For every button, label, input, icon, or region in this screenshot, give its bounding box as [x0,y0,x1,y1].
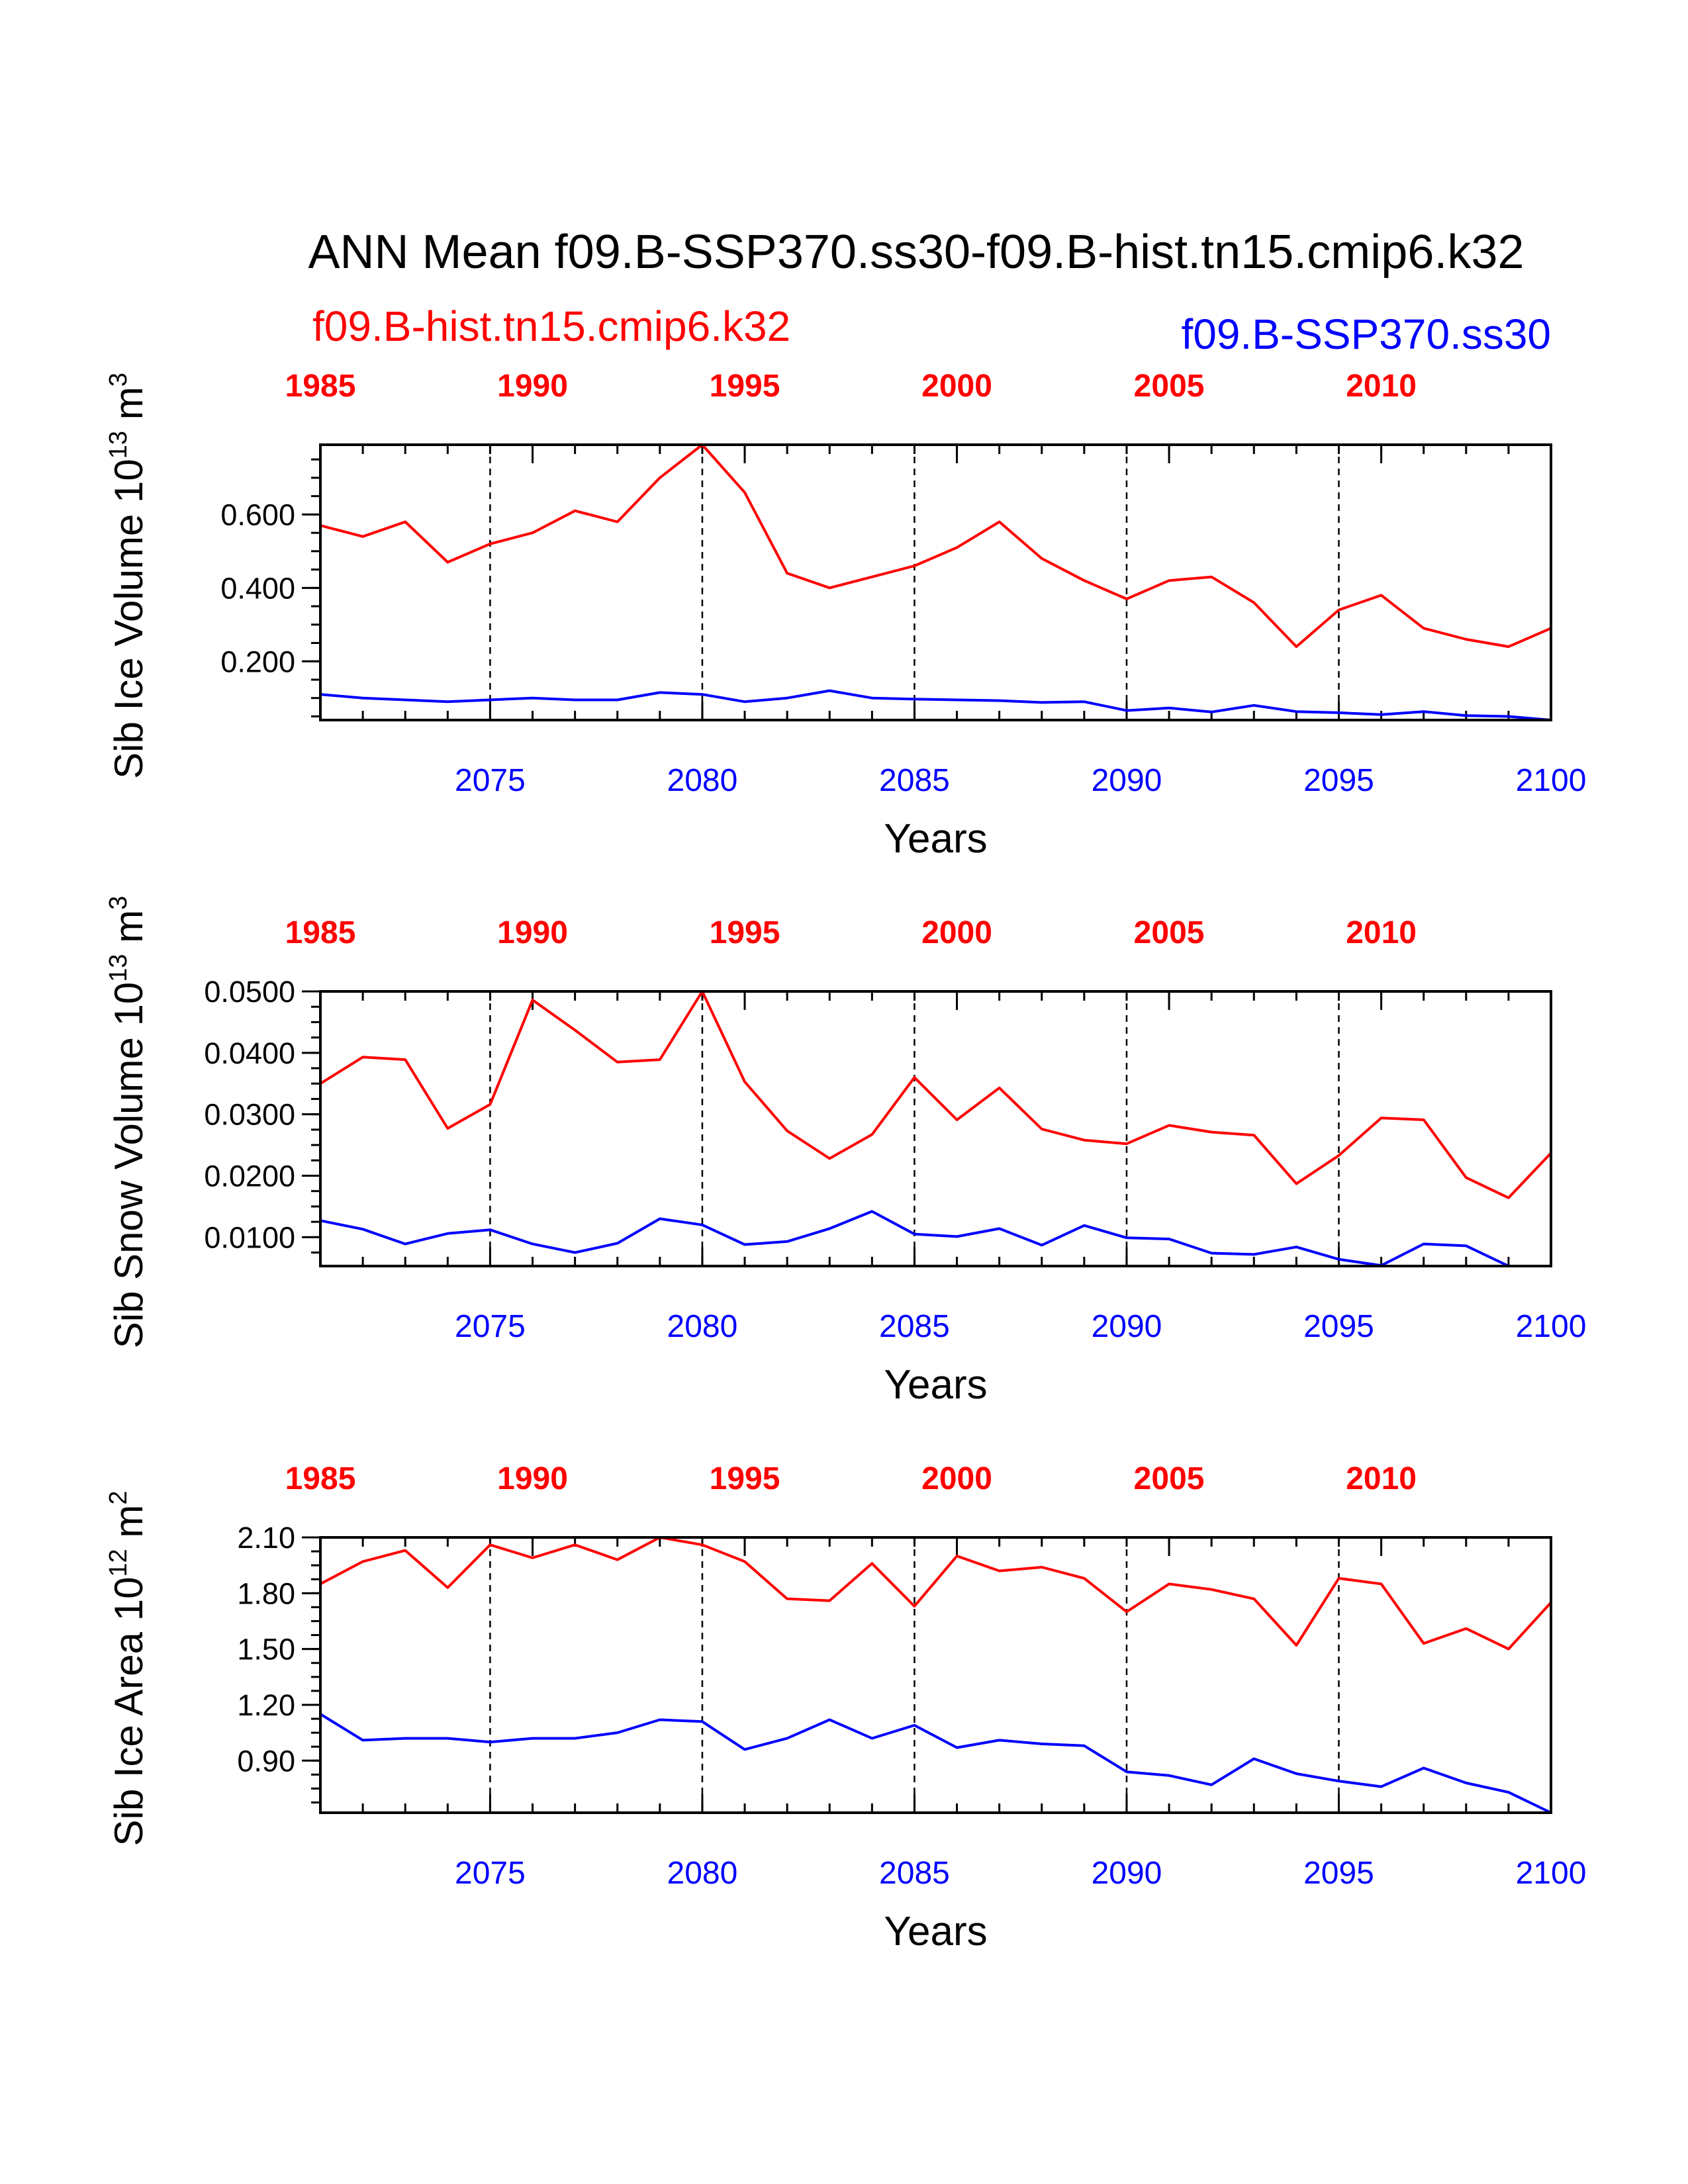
y-axis-label: Sib Ice Volume 1013 m3 [105,373,151,779]
x-top-tick-label: 1995 [710,915,780,950]
x-top-tick-label: 2005 [1134,915,1205,950]
y-label-part: 13 [105,954,132,981]
y-tick-label: 0.90 [237,1744,295,1778]
y-label-part: 3 [105,896,132,910]
x-top-tick-label: 2000 [921,1461,992,1496]
legend-hist: f09.B-hist.tn15.cmip6.k32 [312,302,790,350]
y-label-part: m [107,910,151,954]
x-top-tick-label: 1985 [285,1461,356,1496]
y-label-part: 13 [105,431,132,459]
y-label-part: Sib Snow Volume 10 [107,982,151,1349]
panel-3: 0.90 1.20 1.50 1.80 2.10 2075 2080 2085 2090 2095… [105,1461,1586,1954]
series-line-ssp [319,1713,1552,1814]
x-bottom-tick-label: 2080 [667,1856,738,1891]
x-top-tick-label: 2010 [1346,369,1417,404]
y-label-part: Sib Ice Area 10 [107,1577,151,1846]
x-top-tick-label: 1985 [285,915,356,950]
x-bottom-tick-label: 2090 [1092,1309,1162,1344]
y-tick-label: 1.50 [237,1633,295,1666]
y-tick-label: 0.0200 [204,1160,295,1193]
y-tick-label: 0.0300 [204,1098,295,1132]
x-top-tick-label: 2000 [921,915,992,950]
x-top-tick-label: 2005 [1134,1461,1205,1496]
x-bottom-tick-label: 2090 [1092,1856,1162,1891]
series-line-ssp [320,689,1552,721]
panel-1: 0.200 0.400 0.600 2075 2080 2085 2090 2095 2100 1… [105,369,1586,862]
series-line-ssp [320,1210,1551,1267]
panel-2: 0.0100 0.0200 0.0300 0.0400 0.0500 2075 2080 20… [105,896,1586,1408]
x-top-tick-label: 1985 [285,369,356,404]
y-axis-label: Sib Ice Area 1012 m2 [105,1490,151,1846]
x-axis-label: Years [884,816,987,862]
x-bottom-tick-label: 2085 [879,1309,950,1344]
plot-frame [319,990,1552,1267]
x-top-tick-label: 2000 [921,369,992,404]
y-tick-label: 0.0100 [204,1220,295,1254]
x-bottom-tick-label: 2095 [1303,1309,1374,1344]
x-top-tick-label: 1995 [710,369,780,404]
chart-title: ANN Mean f09.B-SSP370.ss30-f09.B-hist.tn… [308,226,1524,279]
x-axis-label: Years [884,1909,987,1954]
x-bottom-tick-label: 2080 [667,1309,738,1344]
x-top-tick-label: 1990 [497,915,568,950]
x-bottom-tick-label: 2075 [455,763,526,798]
y-tick-label: 0.200 [220,645,295,678]
x-bottom-tick-label: 2100 [1516,1856,1587,1891]
x-bottom-tick-label: 2075 [455,1309,526,1344]
x-bottom-tick-label: 2100 [1516,1309,1587,1344]
series-line-hist [319,990,1552,1199]
x-top-tick-label: 1990 [497,1461,568,1496]
x-bottom-tick-label: 2100 [1516,763,1587,798]
y-label-part: 3 [105,373,132,387]
y-tick-label: 0.400 [220,571,295,605]
x-bottom-tick-label: 2085 [879,763,950,798]
y-tick-label: 0.0500 [204,975,295,1009]
x-bottom-tick-label: 2075 [455,1856,526,1891]
x-top-tick-label: 2005 [1134,369,1205,404]
y-label-part: 12 [105,1549,132,1576]
x-bottom-tick-label: 2085 [879,1856,950,1891]
x-top-tick-label: 1990 [497,369,568,404]
y-tick-label: 1.80 [237,1576,295,1610]
x-top-tick-label: 1995 [710,1461,780,1496]
x-bottom-tick-label: 2095 [1303,1856,1374,1891]
x-top-tick-label: 2010 [1346,1461,1417,1496]
y-axis-label: Sib Snow Volume 1013 m3 [105,896,151,1349]
plot-frame [319,1536,1552,1814]
x-bottom-tick-label: 2095 [1303,763,1374,798]
y-tick-label: 0.0400 [204,1036,295,1070]
legend-ssp: f09.B-SSP370.ss30 [1181,310,1551,358]
y-label-part: m [107,1505,151,1549]
y-tick-label: 1.20 [237,1688,295,1722]
x-bottom-tick-label: 2080 [667,763,738,798]
x-top-tick-label: 2010 [1346,915,1417,950]
y-label-part: m [107,387,151,431]
y-label-part: Sib Ice Volume 10 [107,459,151,779]
y-tick-label: 0.600 [220,498,295,531]
x-axis-label: Years [884,1362,987,1408]
chart-panels: 0.200 0.400 0.600 2075 2080 2085 2090 2095 2100 1… [105,369,1586,1954]
y-label-part: 2 [105,1490,132,1504]
series-line-hist [320,1536,1552,1651]
x-bottom-tick-label: 2090 [1092,763,1162,798]
series-line-hist [320,443,1552,649]
plot-frame [319,443,1552,721]
y-tick-label: 2.10 [237,1521,295,1555]
